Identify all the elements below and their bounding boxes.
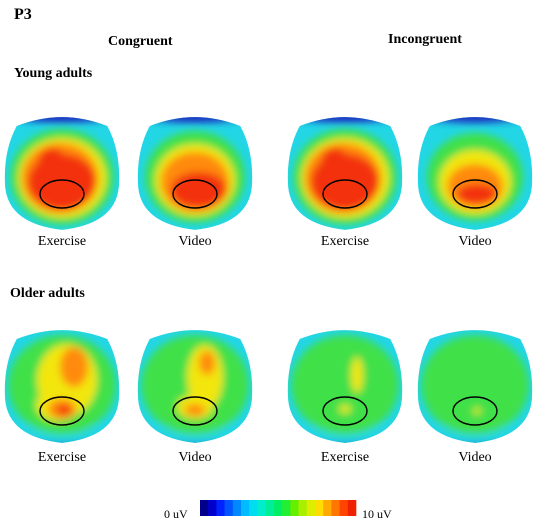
topo-map-young-congruent-exercise — [4, 117, 120, 230]
colorbar-segment — [282, 500, 291, 516]
colorbar-segment — [224, 500, 234, 516]
colorbar-segment — [257, 500, 266, 516]
roi-ellipse — [452, 179, 498, 209]
colorbar-segment — [208, 500, 217, 516]
roi-ellipse — [322, 179, 368, 209]
column-header-incongruent: Incongruent — [388, 32, 462, 47]
colorbar-min-label: 0 uV — [164, 507, 188, 521]
colorbar-segment — [347, 500, 357, 516]
colorbar-segment — [241, 500, 250, 516]
colorbar-segment — [200, 500, 209, 516]
topo-map-older-congruent-video — [137, 330, 253, 443]
map-caption-older-incongruent-exercise: Exercise — [320, 450, 370, 465]
colorbar-segment — [298, 500, 308, 516]
colorbar-segment — [314, 500, 324, 516]
colorbar-segment — [331, 500, 340, 516]
roi-ellipse — [39, 179, 85, 209]
roi-ellipse — [452, 396, 498, 426]
colorbar-segment — [249, 500, 258, 516]
roi-ellipse — [172, 179, 218, 209]
map-caption-young-congruent-video: Video — [178, 234, 212, 249]
colorbar-segment — [323, 500, 332, 516]
row-header-older-adults: Older adults — [10, 286, 85, 301]
map-caption-older-incongruent-video: Video — [458, 450, 492, 465]
roi-ellipse — [39, 396, 85, 426]
map-caption-young-congruent-exercise: Exercise — [37, 234, 87, 249]
colorbar-max-label: 10 uV — [362, 507, 392, 521]
colorbar-segment — [216, 500, 225, 516]
column-header-congruent: Congruent — [108, 34, 173, 49]
colorbar-segment — [265, 500, 275, 516]
map-caption-older-congruent-exercise: Exercise — [37, 450, 87, 465]
figure-title: P3 — [14, 6, 32, 23]
row-header-young-adults: Young adults — [14, 66, 93, 81]
roi-ellipse — [322, 396, 368, 426]
colorbar-segment — [339, 500, 349, 516]
colorbar-segment — [290, 500, 299, 516]
topo-map-young-incongruent-exercise — [287, 117, 403, 230]
map-caption-young-incongruent-exercise: Exercise — [320, 234, 370, 249]
colorbar-segment — [273, 500, 283, 516]
map-caption-older-congruent-video: Video — [178, 450, 212, 465]
colorbar-segment — [306, 500, 316, 516]
map-caption-young-incongruent-video: Video — [458, 234, 492, 249]
colorbar — [200, 500, 357, 516]
topo-map-young-incongruent-video — [417, 117, 533, 230]
colorbar-segment — [232, 500, 242, 516]
topo-map-young-congruent-video — [137, 117, 253, 230]
roi-ellipse — [172, 396, 218, 426]
